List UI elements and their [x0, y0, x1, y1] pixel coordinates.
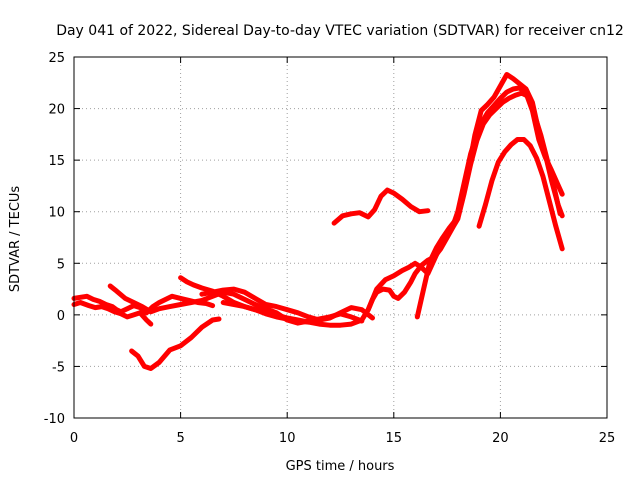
x-tick-label: 5 — [176, 431, 184, 446]
series-line-satellite-d — [129, 316, 222, 371]
y-tick-label: 25 — [48, 51, 65, 66]
y-tick-label: 15 — [48, 154, 65, 169]
series-line-satellite-b — [71, 300, 154, 327]
y-axis-label: SDTVAR / TECUs — [8, 186, 23, 293]
series-line-satellite-j — [414, 72, 565, 320]
x-tick-label: 10 — [279, 431, 296, 446]
y-tick-label: 10 — [48, 206, 65, 221]
y-tick-label: -5 — [52, 360, 65, 375]
series-layer — [71, 72, 565, 371]
series-line-satellite-g — [220, 90, 563, 328]
y-tick-label: 0 — [57, 309, 65, 324]
x-tick-label: 20 — [492, 431, 509, 446]
x-axis-ticks: 0 5 10 15 20 25 — [70, 57, 615, 446]
grid — [74, 57, 607, 418]
y-tick-label: -10 — [44, 412, 65, 427]
x-tick-label: 0 — [70, 431, 78, 446]
y-tick-label: 5 — [57, 257, 65, 272]
y-tick-label: 20 — [48, 103, 65, 118]
y-axis-ticks: -10 -5 0 5 10 15 20 25 — [44, 51, 607, 427]
x-tick-label: 25 — [599, 431, 616, 446]
series-line-satellite-f — [199, 286, 375, 323]
chart-title: Day 041 of 2022, Sidereal Day-to-day VTE… — [56, 23, 624, 39]
series-line-satellite-h — [331, 187, 431, 226]
plot-frame — [73, 56, 608, 419]
series-line-satellite-k — [476, 137, 565, 252]
x-axis-label: GPS time / hours — [286, 459, 395, 474]
x-tick-label: 15 — [386, 431, 403, 446]
